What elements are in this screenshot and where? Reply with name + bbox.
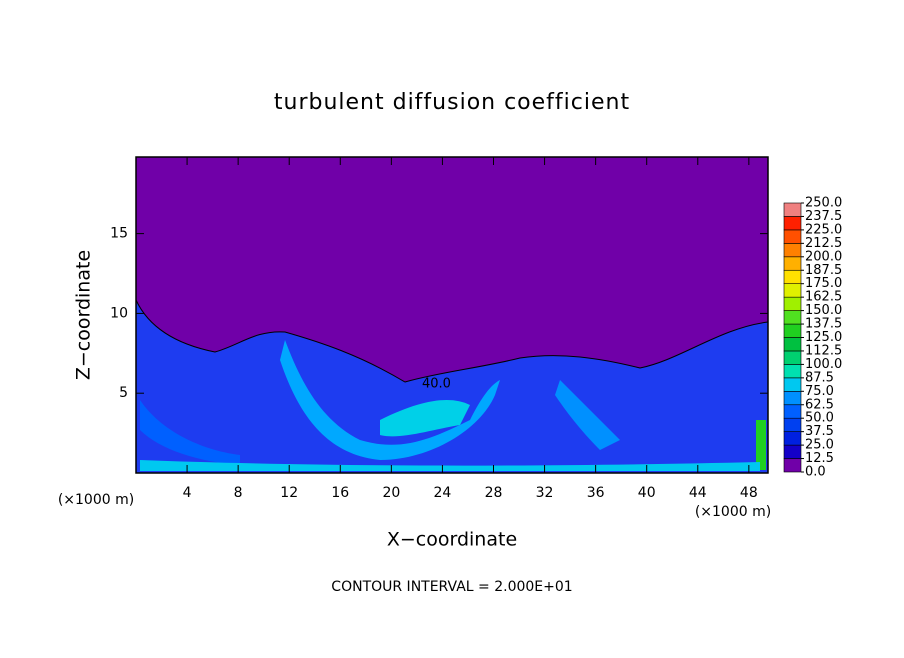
colorbar-bin <box>783 431 802 446</box>
field <box>135 157 769 474</box>
colorbar-label: 200.0 <box>805 249 842 264</box>
chart-title: turbulent diffusion coefficient <box>274 90 630 115</box>
x-tick-label: 4 <box>183 485 192 501</box>
colorbar-label: 112.5 <box>805 343 842 358</box>
y-tick-label: 15 <box>110 226 128 242</box>
y-axis-label: Z−coordinate <box>73 250 95 380</box>
colorbar-label: 37.5 <box>805 424 834 439</box>
colorbar-label: 75.0 <box>805 384 834 399</box>
field-streak <box>140 400 240 465</box>
colorbar-label: 137.5 <box>805 317 842 332</box>
colorbar-label: 12.5 <box>805 451 834 466</box>
colorbar-bin <box>783 229 802 244</box>
colorbar-label: 250.0 <box>805 196 842 211</box>
y-tick-label: 10 <box>110 305 128 321</box>
colorbar-label: 237.5 <box>805 209 842 224</box>
colorbar-bin <box>783 404 802 419</box>
colorbar-label: 25.0 <box>805 438 834 453</box>
colorbar-label: 62.5 <box>805 397 834 412</box>
field-streak <box>140 460 760 471</box>
x-tick-label: 28 <box>485 485 503 501</box>
x-tick-label: 32 <box>536 485 554 501</box>
colorbar-bin <box>783 310 802 325</box>
colorbar-bin <box>783 256 802 271</box>
x-tick-label: 8 <box>234 485 243 501</box>
colorbar-bin <box>783 283 802 298</box>
colorbar-label: 150.0 <box>805 303 842 318</box>
x-tick-label: 16 <box>331 485 349 501</box>
y-tick-label: 5 <box>119 385 128 401</box>
y-unit: (×1000 m) <box>58 492 134 508</box>
colorbar-bin <box>783 364 802 379</box>
colorbar-label: 125.0 <box>805 330 842 345</box>
colorbar-bin <box>783 337 802 352</box>
x-tick-label: 44 <box>689 485 707 501</box>
field-streak <box>555 380 620 450</box>
x-unit: (×1000 m) <box>695 504 771 520</box>
contour-label: 40.0 <box>422 377 451 392</box>
colorbar-bin <box>783 323 802 338</box>
colorbar-label: 50.0 <box>805 411 834 426</box>
colorbar-bin <box>783 269 802 284</box>
field-streak <box>756 420 766 470</box>
x-tick-label: 12 <box>280 485 298 501</box>
colorbar-label: 0.0 <box>805 465 826 480</box>
colorbar-bin <box>783 243 802 258</box>
colorbar-label: 187.5 <box>805 263 842 278</box>
x-tick-label: 36 <box>587 485 605 501</box>
colorbar-bin <box>783 296 802 311</box>
colorbar-bin <box>783 390 802 406</box>
colorbar-bin <box>783 444 802 459</box>
colorbar-label: 100.0 <box>805 357 842 372</box>
field-streak <box>280 340 500 460</box>
colorbar-bin <box>783 202 802 217</box>
colorbar-label: 162.5 <box>805 290 842 305</box>
colorbar-label: 212.5 <box>805 236 842 251</box>
colorbar-label: 225.0 <box>805 222 842 237</box>
footer: CONTOUR INTERVAL = 2.000E+01 <box>331 579 572 595</box>
colorbar-bin <box>783 377 802 392</box>
x-axis-label: X−coordinate <box>387 529 517 551</box>
colorbar-label: 175.0 <box>805 276 842 291</box>
colorbar-bin <box>783 350 802 365</box>
x-tick-label: 40 <box>638 485 656 501</box>
x-tick-label: 48 <box>740 485 758 501</box>
field-streak <box>380 400 470 437</box>
plot-frame <box>135 156 769 474</box>
field-region <box>135 299 769 474</box>
colorbar-bin <box>783 216 802 231</box>
colorbar-bin <box>783 417 802 432</box>
x-tick-label: 20 <box>382 485 400 501</box>
x-tick-label: 24 <box>434 485 452 501</box>
colorbar-bin <box>783 458 802 473</box>
colorbar-label: 87.5 <box>805 370 834 385</box>
